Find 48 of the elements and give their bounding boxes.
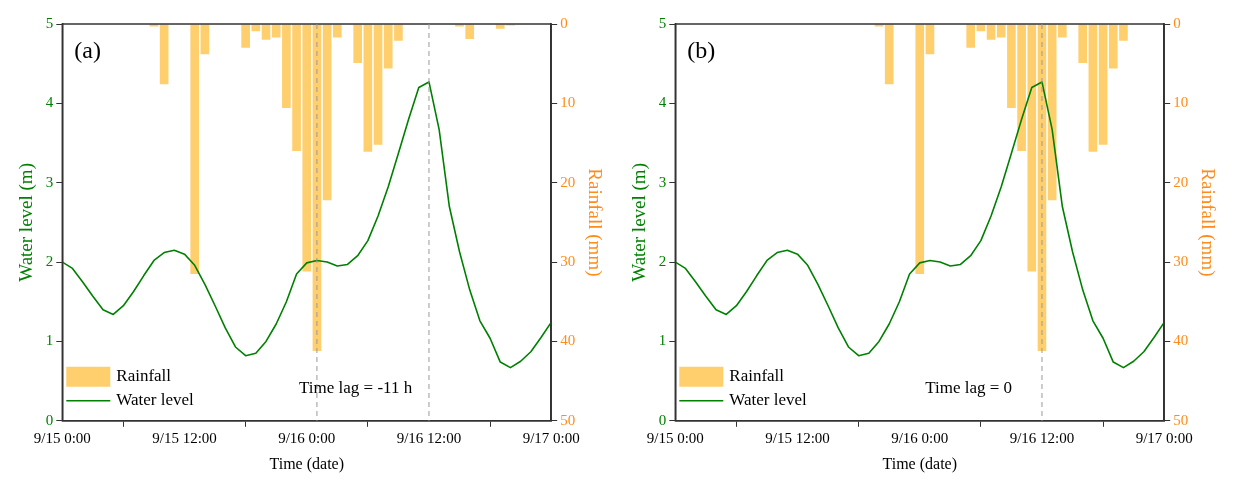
- y2-tick-label: 30: [1173, 253, 1189, 270]
- x-tick-label: 9/16 12:00: [1009, 429, 1075, 446]
- legend-label: Rainfall: [116, 366, 172, 386]
- y-tick-label: 0: [658, 411, 667, 428]
- y2-axis-title: Rainfall (mm): [583, 168, 606, 277]
- legend-label: Water level: [729, 390, 808, 410]
- y2-tick-label: 20: [1173, 173, 1189, 190]
- x-tick-label: 9/15 0:00: [33, 429, 91, 446]
- x-tick-label: 9/17 0:00: [522, 429, 580, 446]
- x-axis-title: Time (date): [882, 454, 958, 473]
- y-tick-label: 3: [45, 173, 54, 190]
- x-axis-title: Time (date): [269, 454, 345, 473]
- y2-tick-label: 40: [1173, 332, 1189, 349]
- y-tick-label: 5: [658, 14, 667, 31]
- y2-tick-label: 10: [1173, 94, 1189, 111]
- y-axis-title: Water level (m): [628, 163, 651, 282]
- y-tick-label: 2: [45, 253, 54, 270]
- y-tick-label: 0: [45, 411, 54, 428]
- y2-tick-label: 20: [560, 173, 576, 190]
- legend-label: Water level: [116, 390, 195, 410]
- x-tick-label: 9/16 0:00: [278, 429, 336, 446]
- y2-axis-title: Rainfall (mm): [1196, 168, 1219, 277]
- y-tick-label: 4: [658, 94, 667, 111]
- y-tick-label: 2: [658, 253, 667, 270]
- legend-label: Rainfall: [729, 366, 785, 386]
- text: (b): [687, 37, 716, 64]
- y2-tick-label: 0: [1173, 14, 1181, 31]
- y2-tick-label: 40: [560, 332, 576, 349]
- y-axis-title: Water level (m): [15, 163, 38, 282]
- x-tick-label: 9/15 12:00: [152, 429, 217, 446]
- y-tick-label: 4: [45, 94, 54, 111]
- x-tick-label: 9/16 12:00: [396, 429, 462, 446]
- y-tick-label: 1: [658, 332, 667, 349]
- x-tick-label: 9/15 12:00: [765, 429, 830, 446]
- y-tick-label: 1: [45, 332, 54, 349]
- y2-tick-label: 10: [560, 94, 576, 111]
- y2-tick-label: 50: [560, 411, 576, 428]
- y2-tick-label: 0: [560, 14, 568, 31]
- x-tick-label: 9/15 0:00: [646, 429, 704, 446]
- text: (a): [74, 37, 101, 64]
- y2-tick-label: 30: [560, 253, 576, 270]
- y2-tick-label: 50: [1173, 411, 1189, 428]
- x-tick-label: 9/16 0:00: [891, 429, 949, 446]
- annotation: Time lag = 0: [925, 377, 1013, 397]
- y-tick-label: 3: [658, 173, 667, 190]
- x-tick-label: 9/17 0:00: [1135, 429, 1193, 446]
- annotation: Time lag = -11 h: [299, 377, 413, 397]
- y-tick-label: 5: [45, 14, 54, 31]
